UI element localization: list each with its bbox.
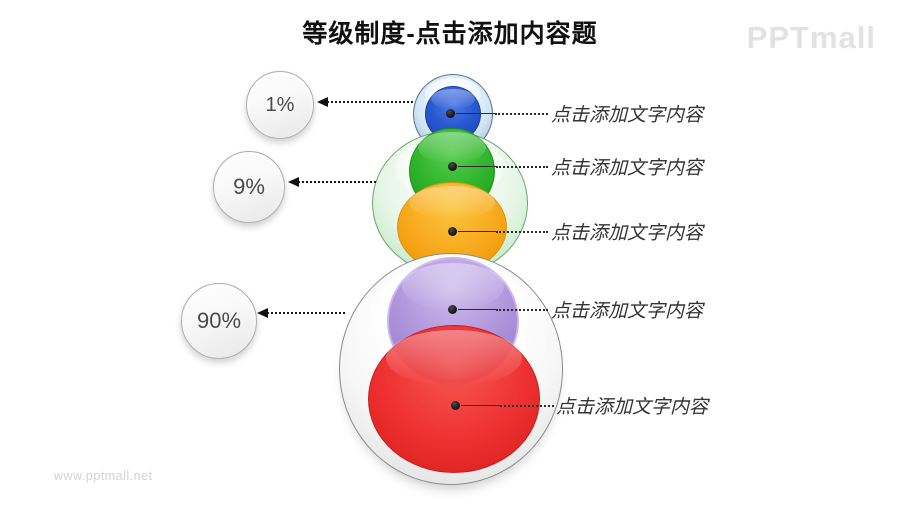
leader-line [456,112,548,115]
percent-bubble[interactable]: 90% [181,283,257,359]
callout-arrow-line [267,312,345,314]
leader-segment [494,112,548,115]
center-dot-purple [448,305,457,314]
percent-bubble[interactable]: 1% [246,71,314,139]
page-title[interactable]: 等级制度-点击添加内容题 [302,20,598,48]
leader-segment [495,165,548,168]
leader-line [461,404,554,407]
leader-segment [495,230,548,233]
text-placeholder[interactable]: 点击添加文字内容 [551,158,704,179]
text-placeholder[interactable]: 点击添加文字内容 [556,397,709,418]
leader-segment [458,166,496,167]
leader-line [458,165,548,168]
center-dot-red [451,401,460,410]
percent-bubble[interactable]: 9% [213,151,285,223]
arrow-left-icon [317,97,328,107]
leader-segment [458,309,496,310]
leader-segment [461,405,501,406]
leader-line [458,230,548,233]
leader-segment [456,113,495,114]
watermark-url: www.pptmall.net [54,469,153,483]
leader-line [458,308,548,311]
arrow-left-icon [257,308,268,318]
text-placeholder[interactable]: 点击添加文字内容 [551,105,704,126]
leader-segment [500,404,554,407]
level-circle-red[interactable] [368,325,540,473]
center-dot-green [448,162,457,171]
leader-segment [495,308,548,311]
text-placeholder[interactable]: 点击添加文字内容 [551,301,704,322]
callout-arrow-line [298,181,376,183]
text-placeholder[interactable]: 点击添加文字内容 [551,223,704,244]
pptmall-logo: PPTmall [746,20,876,55]
center-dot-orange [448,227,457,236]
leader-segment [458,231,496,232]
callout-arrow-line [327,101,413,103]
arrow-left-icon [288,177,299,187]
center-dot-blue [446,109,455,118]
